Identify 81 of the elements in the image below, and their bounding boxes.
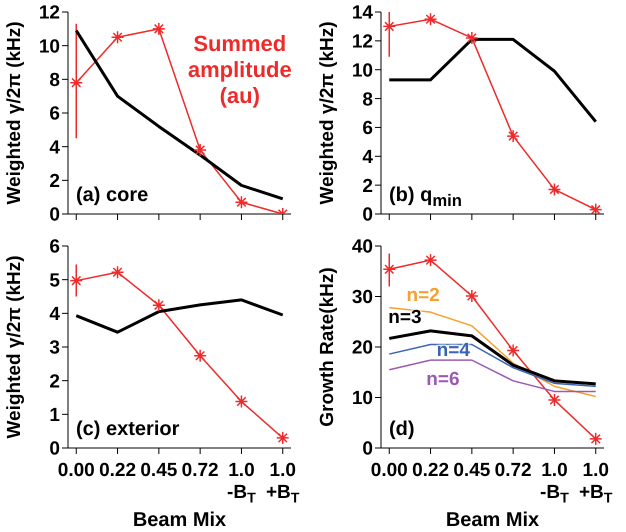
point	[548, 393, 562, 407]
point	[193, 143, 207, 157]
x-tick-label: 0.00	[370, 460, 408, 481]
point	[70, 76, 84, 90]
text: (a) core	[76, 184, 148, 207]
series-label: n=6	[425, 368, 461, 392]
y-tick-label: 5	[49, 270, 60, 292]
point	[70, 274, 84, 288]
line-series	[388, 38, 598, 124]
line-series	[74, 298, 284, 334]
x-tick-label: 1.0 -B$_{T}$	[540, 460, 570, 506]
y-tick-label: 14	[352, 2, 374, 24]
point	[152, 298, 166, 312]
point	[276, 431, 290, 445]
line-series	[388, 306, 596, 398]
text: (d)	[389, 418, 415, 441]
y-tick-label: 0	[362, 438, 373, 460]
y-tick-label: 2	[362, 176, 373, 197]
x-tick-label: 1.0 -B$_{T}$	[227, 460, 256, 506]
y-tick-label: 10	[38, 36, 60, 58]
y-tick-label: 2	[49, 371, 60, 392]
y-tick-label: 6	[49, 104, 60, 125]
y-tick-label: 6	[49, 236, 60, 258]
y-axis-title: Weighted γ/2π (kHz)	[4, 255, 24, 439]
point	[465, 31, 479, 45]
y-tick-label: 10	[352, 60, 373, 82]
y-tick-label: 10	[352, 388, 373, 410]
y-tick-label: 1	[49, 405, 60, 426]
line-series	[388, 359, 596, 392]
point	[110, 266, 124, 280]
point	[234, 195, 248, 209]
y-tick-label: 0	[362, 204, 373, 226]
point	[588, 432, 602, 446]
y-tick-label: 0	[49, 438, 60, 460]
y-tick-label: 4	[49, 304, 60, 326]
x-tick-label: 0.45	[453, 460, 491, 481]
x-tick-label: 0.00	[58, 460, 95, 481]
point	[110, 30, 124, 44]
series-label: n=4	[436, 339, 471, 364]
line-series	[388, 329, 598, 386]
point	[152, 22, 166, 36]
y-tick-label: 6	[362, 118, 373, 140]
point	[506, 344, 520, 358]
series-label: n=2	[406, 284, 440, 306]
y-axis-title: Weighted γ/2π (kHz)	[316, 21, 338, 205]
point	[424, 12, 438, 26]
y-tick-label: 2	[49, 171, 60, 192]
y-tick-label: 0	[49, 204, 60, 226]
series-label: Summed amplitude (au)	[186, 30, 293, 109]
y-tick-label: 3	[49, 338, 60, 359]
point	[382, 20, 396, 34]
y-axis-title: Weighted γ/2π (kHz)	[4, 21, 24, 205]
point	[424, 253, 438, 267]
x-tick-label: 1.0 +B$_{T}$	[266, 460, 300, 506]
y-tick-label: 30	[352, 287, 373, 308]
x-axis-title: Beam Mix	[132, 509, 226, 531]
x-tick-label: 1.0 +B$_{T}$	[578, 460, 613, 506]
x-tick-label: 0.45	[140, 460, 178, 481]
y-tick-label: 8	[362, 89, 373, 110]
y-tick-label: 12	[38, 2, 60, 24]
x-tick-label: 0.72	[494, 460, 532, 481]
series-label: n=3	[388, 307, 422, 328]
point	[548, 182, 562, 196]
y-tick-label: 40	[352, 236, 373, 258]
point	[234, 394, 248, 408]
y-tick-label: 8	[49, 70, 60, 92]
y-axis-title: Growth Rate(kHz)	[316, 267, 338, 427]
point	[465, 289, 479, 303]
point	[193, 349, 207, 363]
x-tick-label: 0.22	[412, 460, 450, 481]
point	[506, 129, 520, 143]
x-tick-label: 0.72	[182, 460, 219, 481]
x-axis-title: Beam Mix	[446, 509, 540, 531]
y-tick-label: 4	[49, 137, 60, 158]
point	[588, 202, 602, 214]
x-tick-label: 0.22	[99, 460, 136, 481]
y-tick-label: 20	[352, 338, 373, 359]
text: (b) q$_{min}$	[389, 184, 462, 211]
y-tick-label: 4	[362, 147, 374, 168]
text: (c) exterior	[76, 418, 180, 441]
y-tick-label: 12	[352, 32, 373, 53]
